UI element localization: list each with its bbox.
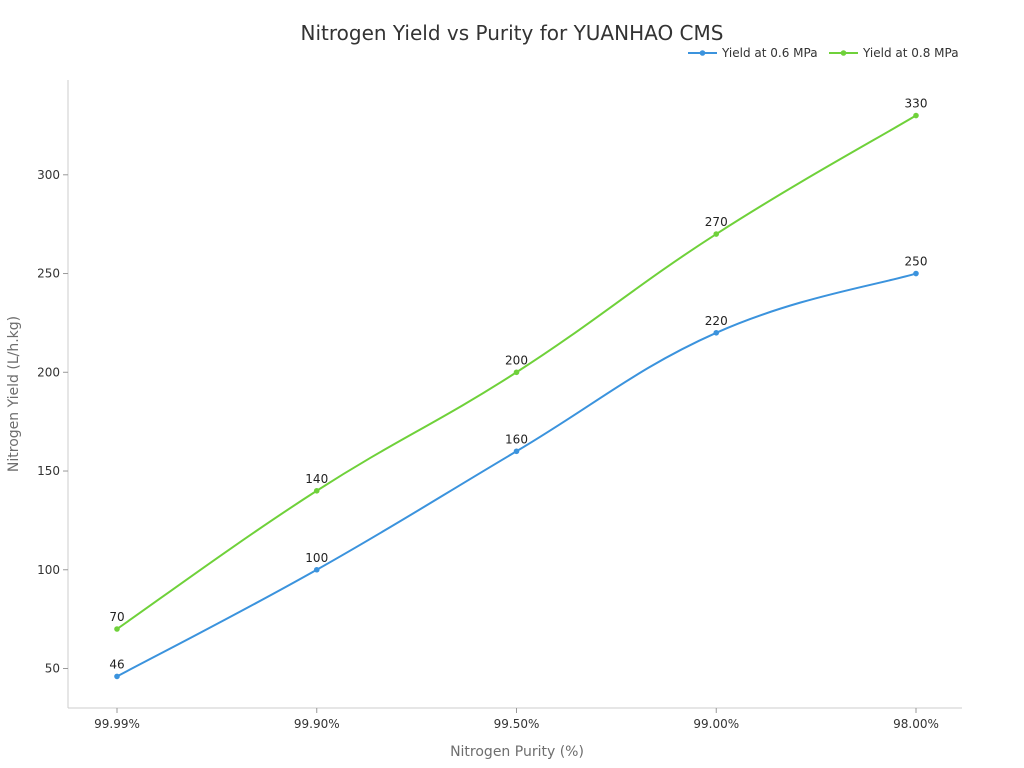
data-label: 250 [905, 255, 928, 269]
y-tick-label: 200 [37, 365, 60, 379]
y-tick-label: 100 [37, 563, 60, 577]
legend-marker [840, 50, 847, 56]
data-point[interactable] [313, 487, 320, 494]
y-tick-label: 250 [37, 267, 60, 281]
data-label: 70 [109, 610, 124, 624]
axes [67, 80, 962, 709]
series-2: 70 140 200 270 330 [109, 97, 927, 632]
series-group: 46 100 160 220 250 70 140 200 270 330 [109, 97, 927, 680]
legend-marker [699, 50, 706, 56]
data-label: 220 [705, 314, 728, 328]
y-tick-label: 50 [45, 662, 60, 676]
x-tick-label: 99.90% [294, 717, 340, 731]
x-tick-label: 99.00% [693, 717, 739, 731]
legend-label: Yield at 0.6 MPa [721, 46, 818, 60]
data-point[interactable] [313, 566, 320, 573]
data-point[interactable] [913, 270, 919, 277]
x-tick-label: 99.99% [94, 717, 140, 731]
y-tick-label: 150 [37, 464, 60, 478]
data-point[interactable] [713, 329, 720, 336]
legend-item[interactable]: Yield at 0.6 MPa [688, 46, 818, 60]
chart-title: Nitrogen Yield vs Purity for YUANHAO CMS [301, 21, 724, 45]
series-1: 46 100 160 220 250 [109, 255, 927, 680]
data-point[interactable] [114, 626, 120, 632]
data-point[interactable] [114, 673, 120, 680]
y-ticks: 50 100 150 200 250 300 [37, 168, 68, 676]
data-point[interactable] [513, 448, 520, 455]
legend-item[interactable]: Yield at 0.8 MPa [829, 46, 959, 60]
legend-label: Yield at 0.8 MPa [862, 46, 959, 60]
x-tick-label: 99.50% [494, 717, 540, 731]
data-label: 200 [505, 353, 528, 367]
data-label: 330 [905, 97, 928, 111]
data-point[interactable] [713, 231, 720, 237]
data-point[interactable] [513, 369, 520, 376]
legend: Yield at 0.6 MPa Yield at 0.8 MPa [688, 46, 959, 60]
data-label: 160 [505, 432, 528, 446]
data-label: 46 [109, 657, 124, 671]
data-label: 100 [305, 551, 328, 565]
x-ticks: 99.99% 99.90% 99.50% 99.00% 98.00% [94, 708, 939, 731]
y-axis-title: Nitrogen Yield (L/h.kg) [6, 316, 22, 472]
data-label: 140 [305, 472, 328, 486]
x-axis-title: Nitrogen Purity (%) [450, 744, 584, 760]
x-tick-label: 98.00% [893, 717, 939, 731]
data-label: 270 [705, 215, 728, 229]
y-tick-label: 300 [37, 168, 60, 182]
data-point[interactable] [913, 112, 919, 119]
series-line [116, 272, 917, 678]
